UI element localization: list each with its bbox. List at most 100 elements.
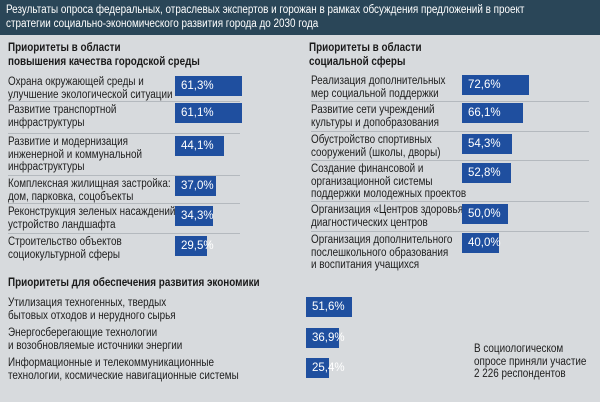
category-label-line: улучшение экологической ситуации (8, 88, 173, 101)
category-label-line: инженерной и коммунальной (8, 148, 143, 161)
category-label: Развитие сети учреждений культуры и допоб… (311, 104, 439, 129)
category-label-line: устройство ландшафта (8, 218, 116, 231)
panel-title: Приоритеты в области повышения качества г… (8, 41, 200, 69)
category-label: Развитие и модернизация инженерной и комм… (8, 136, 142, 174)
bar: 29,5% (175, 236, 214, 256)
row-divider (8, 203, 240, 204)
bar-value-label: 61,3% (181, 80, 214, 92)
category-label-line: дом, парковка, соцобъекты (8, 190, 134, 203)
category-label: Информационные и телекоммуникационные тех… (8, 357, 239, 382)
category-label: Создание финансовой и организационной сис… (311, 163, 466, 201)
bar-value-label: 54,3% (468, 138, 501, 150)
bar-value-label: 52,8% (468, 167, 501, 179)
survey-note-line: В социологическом (474, 343, 564, 355)
category-label-line: инфраструктуры (8, 161, 85, 173)
category-label-line: диагностических центров (311, 216, 428, 229)
row-divider (311, 231, 589, 232)
category-label-line: Обустройство спортивных (311, 134, 432, 146)
panel-title-line: социальной сферы (309, 56, 406, 68)
category-label-line: Развитие транспортной (8, 104, 117, 116)
category-label: Строительство объектов социокультурной сф… (8, 236, 122, 261)
category-label-line: поддержки молодежных проектов (311, 188, 467, 200)
category-label-line: организационной системы (311, 175, 433, 188)
row-divider (311, 201, 589, 202)
category-label-line: Организация «Центров здоровья» — (311, 204, 482, 216)
panel-title-line: повышения качества городской среды (8, 56, 200, 68)
category-label-line: культуры и допобразования (311, 116, 440, 129)
panel-title-line: Приоритеты в области (8, 42, 121, 54)
category-label-line: мер социальной поддержки (311, 87, 439, 100)
bar: 37,0% (175, 176, 216, 196)
bar: 34,3% (175, 206, 214, 226)
survey-note-line: 2 226 респондентов (474, 368, 566, 380)
row-divider (311, 160, 589, 161)
bar: 40,0% (462, 233, 501, 253)
bar: 44,1% (175, 136, 224, 156)
bar: 61,3% (175, 76, 242, 96)
category-label: Охрана окружающей среды и улучшение эколо… (8, 76, 173, 101)
bar: 25,4% (306, 358, 345, 378)
header-line-1: Результаты опроса федеральных, отраслевы… (6, 4, 525, 16)
panel-title: Приоритеты в области социальной сферы (309, 41, 422, 69)
row-divider (311, 131, 589, 132)
category-label-line: технологии, космические навигационные си… (8, 369, 239, 382)
header-banner: Результаты опроса федеральных, отраслевы… (0, 0, 600, 35)
row-divider (311, 101, 589, 102)
bar-value-label: 29,5% (181, 240, 214, 252)
panel-title-line: Приоритеты в области (309, 42, 422, 54)
category-label-line: Организация дополнительного (311, 234, 453, 246)
category-label: Развитие транспортной инфраструктуры (8, 104, 116, 129)
bar-value-label: 34,3% (181, 210, 214, 222)
category-label: Комплексная жилищная застройка: дом, парк… (8, 178, 171, 203)
category-label: Реализация дополнительных мер социальной … (311, 75, 445, 100)
category-label-line: бытовых отходов и нерудного сырья (8, 309, 176, 322)
category-label-line: социокультурной сферы (8, 248, 120, 261)
bar: 72,6% (462, 75, 529, 95)
bar-value-label: 66,1% (468, 107, 501, 119)
bar: 54,3% (462, 134, 512, 154)
category-label: Реконструкция зеленых насаждений, устройс… (8, 206, 178, 231)
bar: 52,8% (462, 163, 511, 183)
category-label-line: и воспитания учащихся (311, 259, 420, 271)
bar: 61,1% (175, 103, 242, 123)
bar-value-label: 37,0% (181, 180, 214, 192)
category-label-line: Охрана окружающей среды и (8, 76, 144, 88)
row-divider (8, 101, 240, 102)
bar-value-label: 44,1% (181, 140, 214, 152)
bar: 51,6% (306, 297, 352, 317)
category-label-line: Развитие и модернизация (8, 136, 128, 148)
category-label-line: Создание финансовой и (311, 163, 424, 175)
bar-value-label: 40,0% (468, 237, 501, 249)
category-label-line: Энергосберегающие технологии (8, 327, 158, 339)
category-label-line: Комплексная жилищная застройка: (8, 178, 171, 190)
category-label: Обустройство спортивных сооружений (школы… (311, 134, 441, 159)
category-label-line: послешкольного образования (311, 246, 449, 259)
category-label-line: Развитие сети учреждений (311, 104, 435, 116)
row-divider (8, 133, 240, 134)
bar: 50,0% (462, 204, 508, 224)
category-label: Организация «Центров здоровья» — диагност… (311, 204, 481, 229)
category-label-line: Утилизация техногенных, твердых (8, 297, 167, 309)
bar-value-label: 50,0% (468, 208, 501, 220)
panel-title: Приоритеты для обеспечения развития экон… (8, 276, 260, 290)
row-divider (8, 175, 240, 176)
category-label: Энергосберегающие технологии и возобновля… (8, 327, 182, 352)
bar-value-label: 61,1% (181, 107, 214, 119)
row-divider (8, 233, 240, 234)
category-label: Организация дополнительного послешкольног… (311, 234, 452, 272)
panel-title-line: Приоритеты для обеспечения развития экон… (8, 277, 260, 289)
header-line-2: стратегии социально-экономического разви… (6, 18, 319, 30)
category-label-line: Реализация дополнительных (311, 75, 446, 87)
bar-value-label: 51,6% (312, 301, 345, 313)
bar-value-label: 36,9% (312, 332, 345, 344)
category-label-line: Реконструкция зеленых насаждений, (8, 206, 179, 218)
survey-note-line: опросе приняли участие (474, 355, 587, 368)
category-label-line: Строительство объектов (8, 236, 122, 248)
bar-value-label: 72,6% (468, 79, 501, 91)
bar: 66,1% (462, 103, 523, 123)
category-label-line: и возобновляемые источники энергии (8, 339, 183, 352)
bar: 36,9% (306, 328, 345, 348)
category-label-line: сооружений (школы, дворы) (311, 146, 441, 159)
category-label-line: инфраструктуры (8, 116, 85, 129)
